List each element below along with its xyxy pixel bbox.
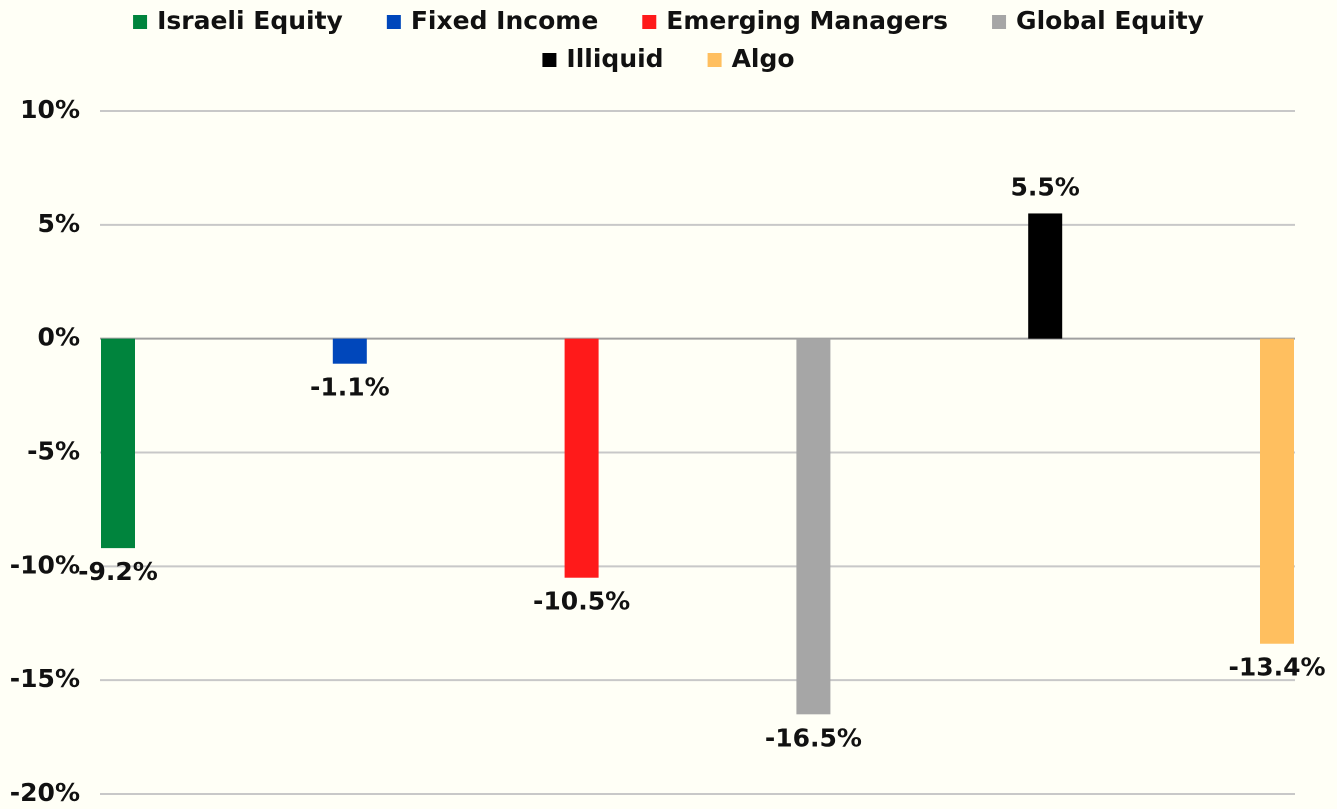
y-tick-label: 0% <box>38 323 80 352</box>
legend-swatch <box>707 53 722 67</box>
bar <box>1260 338 1294 644</box>
legend-label: Algo <box>732 44 795 73</box>
legend-swatch <box>386 15 401 29</box>
legend-swatch <box>542 53 557 67</box>
legend-label: Fixed Income <box>411 6 598 35</box>
y-tick-label: -5% <box>27 437 80 466</box>
legend-item: Illiquid <box>542 44 664 73</box>
bar <box>796 338 831 715</box>
data-label: -9.2% <box>78 557 158 586</box>
legend-item: Algo <box>707 44 795 73</box>
y-tick-label: -15% <box>10 664 80 693</box>
bar <box>332 338 367 364</box>
y-tick-label: -20% <box>10 778 80 807</box>
legend-item: Fixed Income <box>386 6 598 35</box>
y-tick-label: -10% <box>10 550 80 579</box>
data-label: -16.5% <box>765 723 862 752</box>
legend-item: Global Equity <box>992 6 1204 35</box>
data-label: -10.5% <box>533 587 630 616</box>
legend-item: Emerging Managers <box>642 6 948 35</box>
bar <box>101 338 135 549</box>
data-label: -13.4% <box>1228 653 1325 682</box>
legend-label: Global Equity <box>1016 6 1204 35</box>
legend-item: Israeli Equity <box>133 6 343 35</box>
y-tick-label: 10% <box>20 95 80 124</box>
legend-swatch <box>992 15 1007 29</box>
legend-swatch <box>133 15 148 29</box>
legend: Israeli Equity Fixed Income Emerging Manag… <box>133 6 1204 73</box>
data-label: -1.1% <box>310 373 390 402</box>
legend-label: Israeli Equity <box>157 6 343 35</box>
legend-label: Illiquid <box>566 44 663 73</box>
legend-label: Emerging Managers <box>666 6 948 35</box>
legend-swatch <box>642 15 657 29</box>
bar <box>564 338 599 578</box>
data-label: 5.5% <box>1011 172 1080 201</box>
y-tick-label: 5% <box>38 209 80 238</box>
bar <box>1028 213 1063 339</box>
